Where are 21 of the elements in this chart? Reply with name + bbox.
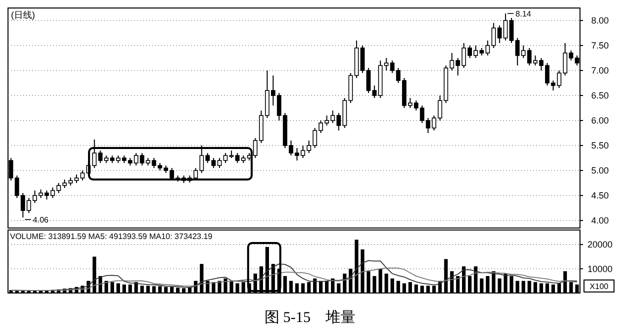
y-tick-label: 4.50 [591,190,609,200]
y-tick-label: 5.00 [591,166,609,176]
y-tick-label: 10000 [587,264,613,274]
chart-title: (日线) [11,10,35,20]
y-tick-label: 5.50 [591,140,609,150]
candlestick [509,18,514,44]
candlestick [217,158,222,168]
line-series [10,268,578,292]
y-tick-label: 6.00 [591,116,609,126]
y-axis-title: X100 [590,282,609,291]
candlestick [80,170,85,181]
caption: 图 5-15 堆量 [264,309,356,326]
y-tick-label: 7.50 [591,40,609,50]
annotation: VOLUME: 313891.59 MA5: 491393.59 MA10: 373423.19 [10,232,213,241]
y-tick-label: 4.00 [591,216,609,226]
y-tick-label: 6.50 [591,90,609,100]
y-tick-label: 7.00 [591,66,609,76]
annotation: 4.06 [32,216,50,224]
annotation: 8.14 [516,10,532,18]
y-tick-label: 8.00 [591,16,609,26]
y-tick-label: 20000 [587,240,613,250]
